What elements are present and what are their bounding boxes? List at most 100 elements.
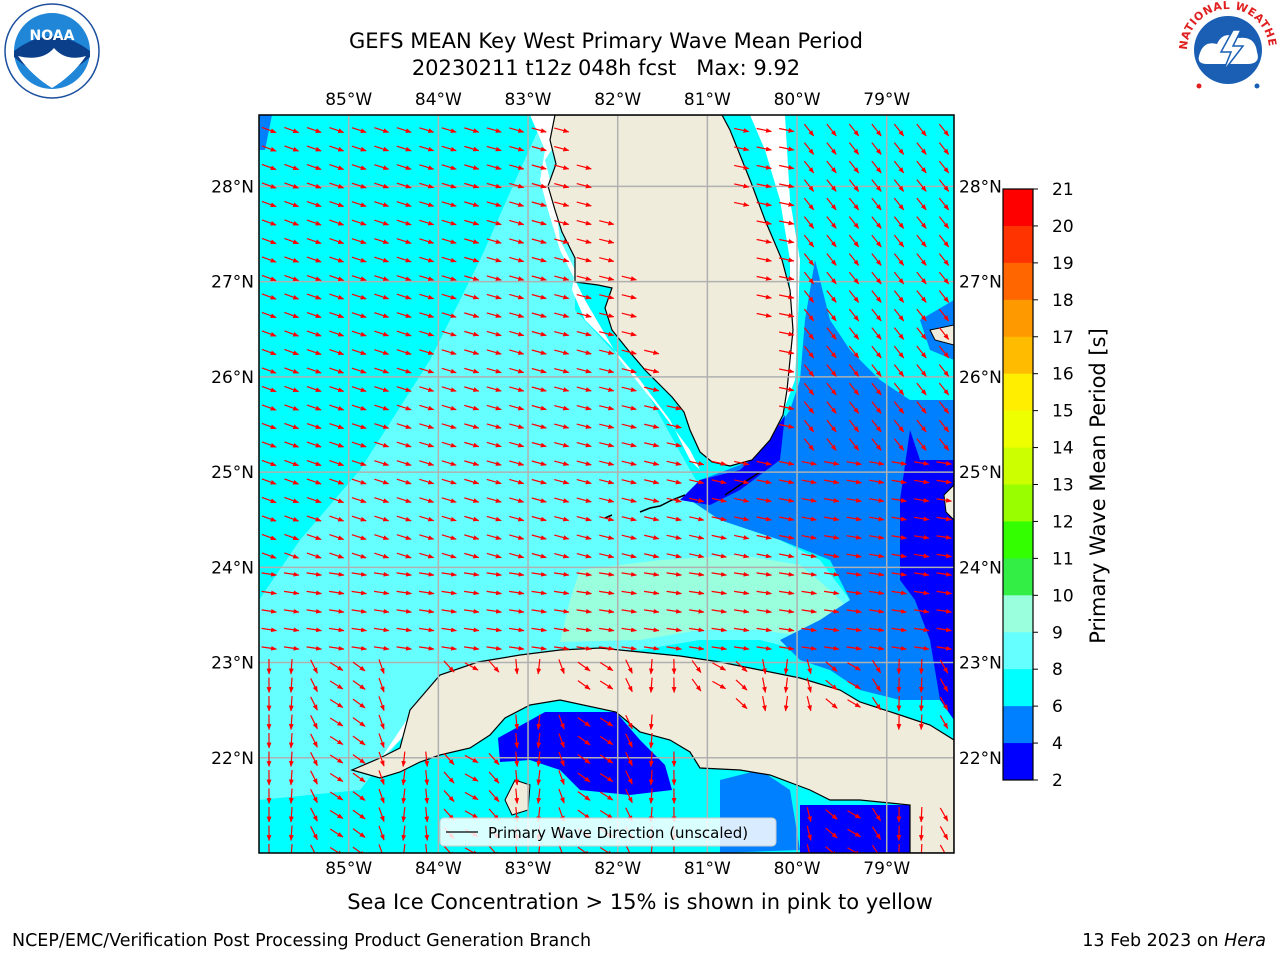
wave-arrow <box>419 367 435 374</box>
colorbar-tick-label: 11 <box>1052 549 1074 569</box>
wave-arrow <box>284 237 300 245</box>
ocean-band-9-10 <box>560 555 880 642</box>
wave-arrow <box>553 590 570 596</box>
wave-arrow <box>599 754 614 764</box>
wave-arrow <box>599 442 615 448</box>
wave-arrow <box>666 516 682 522</box>
wave-arrow <box>329 699 344 708</box>
wave-arrow <box>576 590 593 596</box>
wave-arrow <box>938 327 950 340</box>
lat-label-left: 24°N <box>211 558 254 578</box>
lat-label-right: 25°N <box>959 463 1002 483</box>
noaa-logo-text: NOAA <box>30 28 75 44</box>
wave-arrow <box>688 571 705 577</box>
wave-arrow <box>734 460 750 466</box>
wave-arrow <box>283 608 300 614</box>
wave-arrow <box>419 330 435 337</box>
wave-arrow <box>803 271 815 285</box>
wave-arrow <box>756 479 772 485</box>
wave-arrow <box>261 645 278 651</box>
colorbar-tick-label: 18 <box>1052 291 1074 311</box>
wave-arrow <box>826 308 837 322</box>
wave-arrow <box>509 293 525 300</box>
wave-arrow <box>806 807 812 823</box>
wave-arrow <box>847 680 862 690</box>
wave-arrow <box>554 349 570 355</box>
wave-arrow <box>441 219 457 226</box>
wave-arrow <box>374 330 390 337</box>
wave-arrow <box>261 552 277 559</box>
wave-arrow <box>871 382 882 396</box>
wave-arrow <box>488 845 500 853</box>
wave-arrow <box>424 788 430 805</box>
wave-arrow <box>306 404 322 411</box>
wave-arrow <box>779 386 795 392</box>
wave-arrow <box>441 275 457 281</box>
wave-arrow <box>939 844 948 853</box>
wave-arrow <box>733 627 750 633</box>
wave-arrow <box>328 608 345 614</box>
wave-arrow <box>554 238 570 244</box>
wave-arrow <box>848 290 860 303</box>
wave-arrow <box>531 460 547 466</box>
wave-arrow <box>373 571 390 577</box>
wave-arrow <box>378 770 385 786</box>
wave-arrow <box>306 182 322 189</box>
nws-logo: NATIONAL WEATHER SERVICE <box>1177 0 1278 98</box>
wave-arrow <box>576 349 592 355</box>
wave-arrow <box>779 275 795 281</box>
wave-arrow <box>918 677 924 694</box>
wave-arrow <box>261 496 277 504</box>
wave-arrow <box>779 349 795 355</box>
wave-arrow <box>329 145 345 152</box>
wave-arrow <box>869 479 885 485</box>
wave-arrow <box>666 442 682 448</box>
wave-arrow <box>893 327 905 340</box>
wave-arrow <box>329 238 345 244</box>
wave-arrow <box>306 496 322 504</box>
wave-arrow <box>261 330 277 337</box>
wave-arrow <box>329 717 344 727</box>
wave-arrow <box>419 219 435 226</box>
wave-arrow <box>374 256 390 263</box>
wave-arrow <box>871 290 882 303</box>
wave-arrow <box>261 385 277 393</box>
wave-arrow <box>778 590 795 596</box>
wave-arrow <box>846 608 863 614</box>
wave-arrow <box>621 516 637 522</box>
wave-arrow <box>310 752 318 767</box>
wave-arrow <box>625 659 633 674</box>
wave-arrow <box>396 627 413 633</box>
wave-arrow <box>329 460 345 466</box>
wave-arrow <box>441 386 457 392</box>
wave-arrow <box>891 479 907 485</box>
wave-arrow <box>508 590 525 596</box>
wave-arrow <box>576 257 592 263</box>
wave-arrow <box>826 197 837 211</box>
wave-arrow <box>625 751 633 767</box>
wave-arrow <box>621 386 637 392</box>
wave-arrow <box>554 201 570 207</box>
wave-arrow <box>936 479 953 485</box>
wave-arrow <box>621 275 637 281</box>
wave-arrow <box>938 401 950 414</box>
colorbar-tick-label: 10 <box>1052 586 1074 606</box>
wave-arrow <box>329 754 344 764</box>
wave-arrow <box>441 330 457 337</box>
wave-arrow <box>868 590 885 596</box>
wave-arrow <box>916 234 927 248</box>
wave-arrow <box>783 677 789 694</box>
wave-arrow <box>441 404 457 411</box>
wave-arrow <box>848 382 860 396</box>
wave-arrow <box>913 460 930 466</box>
wave-arrow <box>351 275 367 281</box>
wave-arrow <box>871 401 882 414</box>
wave-arrow <box>441 571 458 577</box>
wave-arrow <box>938 197 950 211</box>
wave-arrow <box>352 754 366 764</box>
wave-arrow <box>283 571 300 577</box>
wave-arrow <box>531 552 547 559</box>
wave-arrow <box>621 423 637 429</box>
wave-arrow <box>846 479 862 485</box>
wave-arrow <box>869 460 885 466</box>
